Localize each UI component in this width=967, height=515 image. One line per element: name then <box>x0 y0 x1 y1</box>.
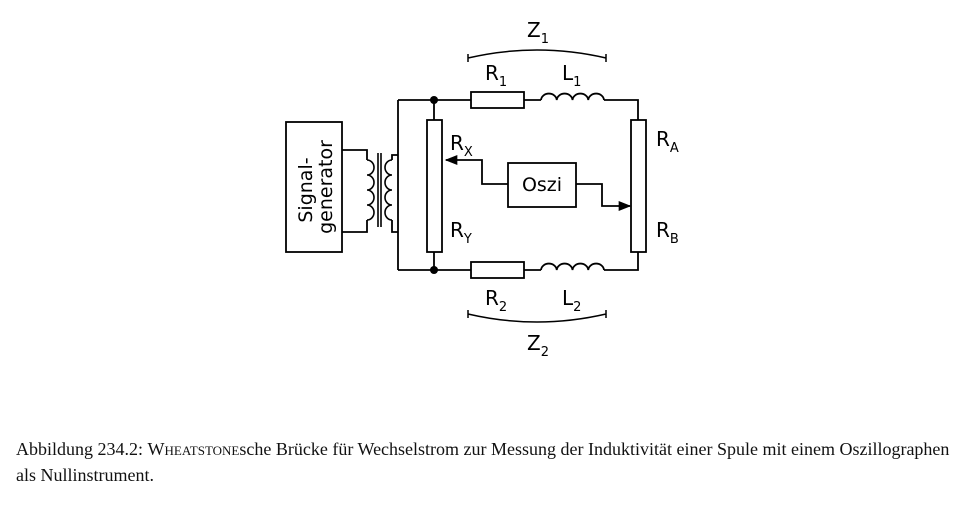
label-ry: RY <box>450 218 472 247</box>
potentiometer-rx-ry <box>426 119 443 253</box>
resistor-r1 <box>470 91 525 109</box>
generator-label: Signal- generator <box>295 140 337 234</box>
transformer-secondary-coil <box>384 159 393 221</box>
bracket-z1 <box>467 49 607 62</box>
resistor-r2 <box>470 261 525 279</box>
caption-text: sche Brücke für Wechselstrom zur Messung… <box>16 439 950 485</box>
potentiometer-ra-rb <box>630 119 647 253</box>
label-z2: Z2 <box>527 331 549 360</box>
label-r1: R1 <box>485 61 507 90</box>
oszi-right-wire <box>576 183 632 212</box>
transformer-core <box>377 153 382 227</box>
transformer-secondary-wire <box>391 154 398 233</box>
label-l2: L2 <box>562 286 581 315</box>
label-rx: RX <box>450 131 473 160</box>
caption-label: Abbildung 234.2: <box>16 439 148 459</box>
bracket-z2 <box>467 310 607 323</box>
wheatstone-bridge-diagram: Signal- generator Oszi Z1 R1 L1 RX RY RA… <box>285 18 679 360</box>
transformer-primary-coil <box>366 159 375 221</box>
caption-name: Wheatstone <box>147 439 240 459</box>
junction-top <box>430 96 438 104</box>
figure-caption: Abbildung 234.2: Wheatstonesche Brücke f… <box>16 436 961 488</box>
inductor-l2 <box>540 262 605 271</box>
label-l1: L1 <box>562 61 581 90</box>
label-rb: RB <box>656 218 679 247</box>
label-r2: R2 <box>485 286 507 315</box>
inductor-l1 <box>540 92 605 101</box>
junction-bottom <box>430 266 438 274</box>
signal-generator-box <box>285 121 343 253</box>
generator-wire <box>342 149 368 233</box>
label-z1: Z1 <box>527 18 549 47</box>
oszi-left-wire <box>444 154 508 185</box>
oscilloscope-label: Oszi <box>522 174 562 196</box>
label-ra: RA <box>656 127 679 156</box>
oscilloscope-box <box>507 162 577 208</box>
